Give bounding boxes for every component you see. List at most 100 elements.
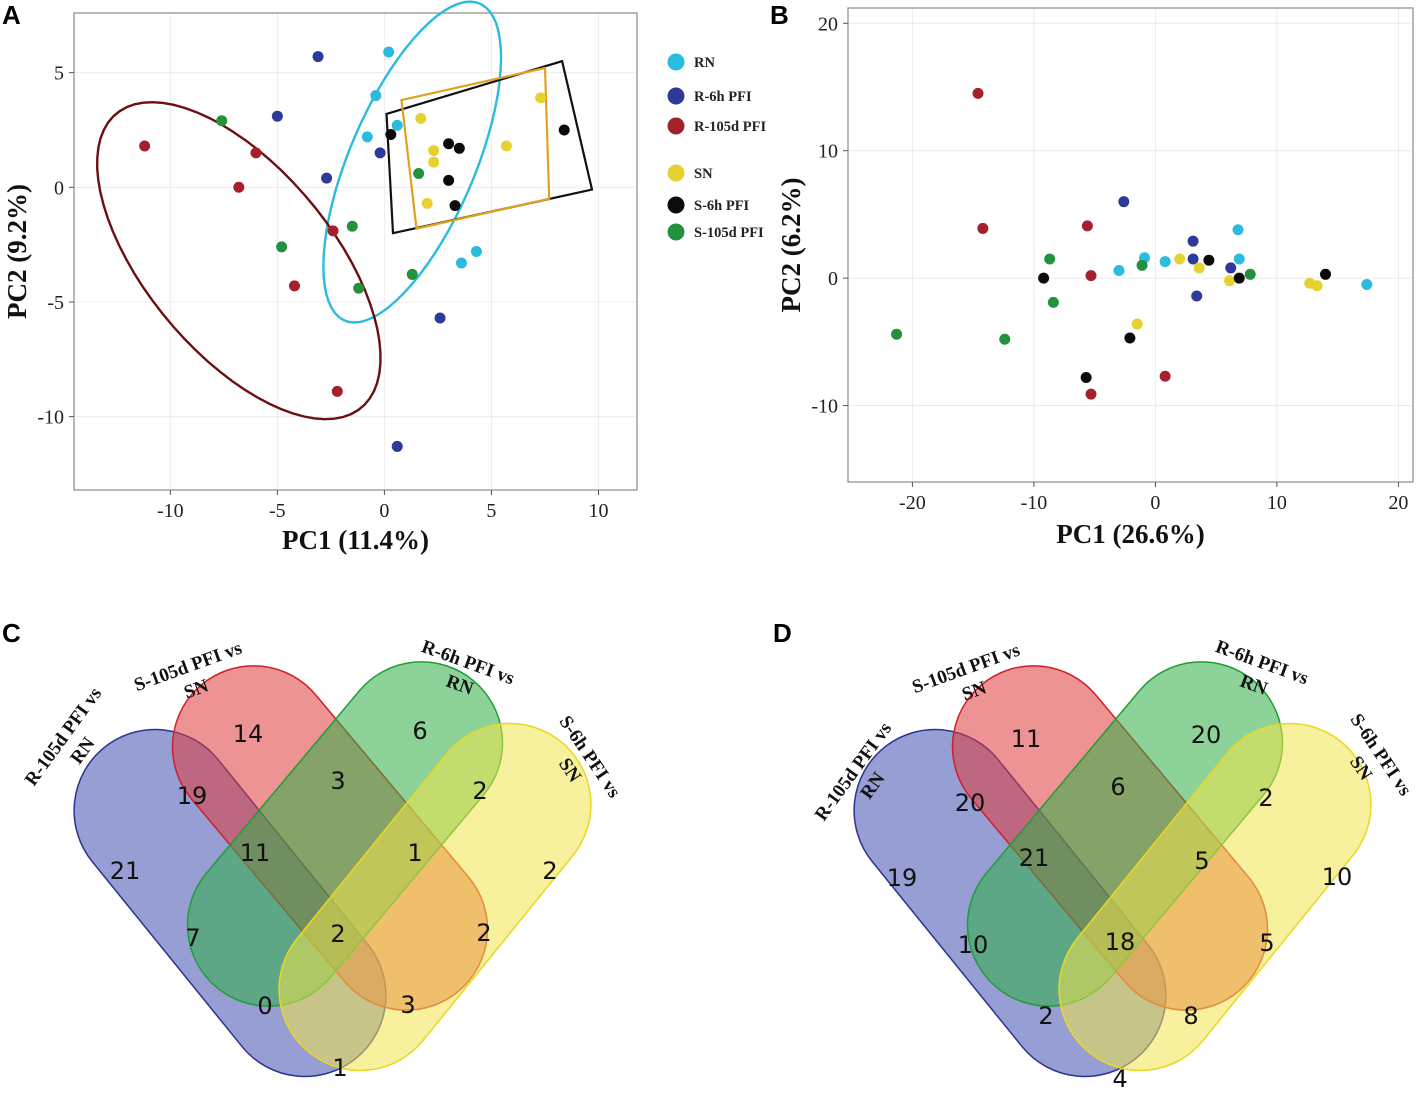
panel-a-pca: A -10 -5 0 5 10 5 0 -5 -10 PC1 (11.4%) PC2 (9.2%) RN… [2,0,766,555]
legend-label-s-6h-pfi: S-6h PFI [694,198,750,214]
point-rn [455,257,467,269]
panel-letter: C [2,618,21,648]
point-s-105d-pfi [891,328,903,340]
point-rn [1113,264,1125,276]
point-rn [361,131,373,143]
point-rn [383,46,395,58]
x-tick-label: 0 [379,500,389,522]
y-tick-label: -10 [37,407,64,429]
point-r-6h-pfi [1225,262,1237,274]
venn-count-bc: 3 [330,767,345,795]
point-sn [421,197,433,209]
point-r-105d-pfi [1081,220,1093,232]
point-r-6h-pfi [391,440,403,452]
point-s-6h-pfi [1080,372,1092,384]
legend-label-r-105d-pfi: R-105d PFI [694,119,766,135]
point-s-105d-pfi [406,268,418,280]
venn-count-bc: 6 [1110,773,1125,801]
series-rn [361,46,482,269]
point-sn [1224,275,1236,287]
venn-count-abcd: 18 [1105,928,1136,956]
venn-count-bcd: 1 [407,839,422,867]
series-s-105d-pfi [216,115,425,294]
point-r-6h-pfi [321,172,333,184]
point-s-6h-pfi [1203,254,1215,266]
point-r-105d-pfi [1159,370,1171,382]
point-r-6h-pfi [1118,196,1130,208]
point-r-6h-pfi [312,51,324,63]
point-s-6h-pfi [1320,268,1332,280]
point-rn [470,246,482,257]
box-sn [400,66,551,230]
venn-count-cd: 2 [1258,784,1273,812]
x-axis-title: PC1 (11.4%) [282,525,429,555]
series-sn [415,92,547,209]
venn-set-s-6h-pfi-vs-sn [278,722,592,1072]
series-r-6h-pfi [1118,196,1237,302]
x-tick-label: 20 [1388,492,1408,514]
ellipse-rn [322,0,503,324]
point-s-105d-pfi [1047,296,1059,308]
venn-count-abc: 21 [1019,844,1050,872]
point-s-105d-pfi [1244,268,1256,280]
panel-b-pca: B -20 -10 0 10 20 20 10 0 -10 PC1 (26.6%) PC2 (6.2%… [770,0,1414,549]
point-r-105d-pfi [1085,388,1097,400]
legend-marker-sn [667,164,685,182]
point-r-105d-pfi [331,385,343,397]
venn-count-a: 19 [887,864,918,892]
series-r-105d-pfi [139,140,343,397]
point-s-105d-pfi [276,241,288,253]
point-s-6h-pfi [1038,272,1050,284]
gridlines [848,8,1413,482]
y-axis-title: PC2 (9.2%) [2,184,32,319]
legend-label-rn: RN [694,55,715,71]
point-sn [1193,262,1205,274]
gridlines [74,13,637,490]
y-tick-label: -5 [47,292,64,314]
point-r-105d-pfi [972,87,984,99]
legend-marker-s-6h-pfi [667,196,685,214]
point-sn [500,140,512,152]
point-r-105d-pfi [1085,270,1097,282]
venn-count-ab: 19 [177,782,208,810]
point-sn [428,156,440,168]
legend: RN R-6h PFI R-105d PFI SN S-6h PFI S-105d PFI [667,53,766,241]
legend-marker-rn [667,53,685,71]
point-rn [1233,253,1245,265]
plot-frame [847,7,1414,483]
legend-marker-r-105d-pfi [667,117,685,135]
venn-set-s-6h-pfi-vs-sn [1058,722,1372,1072]
venn-count-ac: 10 [958,931,989,959]
point-rn [391,119,403,131]
venn-count-ad: 4 [1112,1065,1127,1093]
point-sn [535,92,547,104]
venn-count-ab: 20 [955,789,986,817]
series-r-6h-pfi [271,51,446,452]
x-tick-label: 10 [588,500,608,522]
series-s-105d-pfi [891,253,1256,345]
x-tick-label: 0 [1150,492,1160,514]
point-sn [428,145,440,157]
venn-count-bcd: 5 [1194,847,1209,875]
point-r-6h-pfi [271,110,283,122]
point-rn [370,90,382,102]
series-rn [1113,224,1373,290]
y-axis-title: PC2 (6.2%) [776,178,806,313]
point-r-6h-pfi [1187,253,1199,265]
venn-count-abc: 11 [240,839,271,867]
x-tick-label: -5 [269,500,286,522]
point-r-6h-pfi [1191,290,1203,302]
series-r-105d-pfi [972,87,1171,400]
venn-count-abcd: 2 [330,920,345,948]
point-s-6h-pfi [558,124,570,136]
point-r-105d-pfi [288,280,300,292]
x-tick-label: 10 [1267,492,1287,514]
point-r-105d-pfi [139,140,151,152]
y-tick-label: -10 [811,396,838,418]
legend-label-sn: SN [694,166,713,182]
x-tick-label: -10 [1021,492,1048,514]
point-s-6h-pfi [1233,272,1245,284]
y-tick-label: 20 [818,13,838,35]
